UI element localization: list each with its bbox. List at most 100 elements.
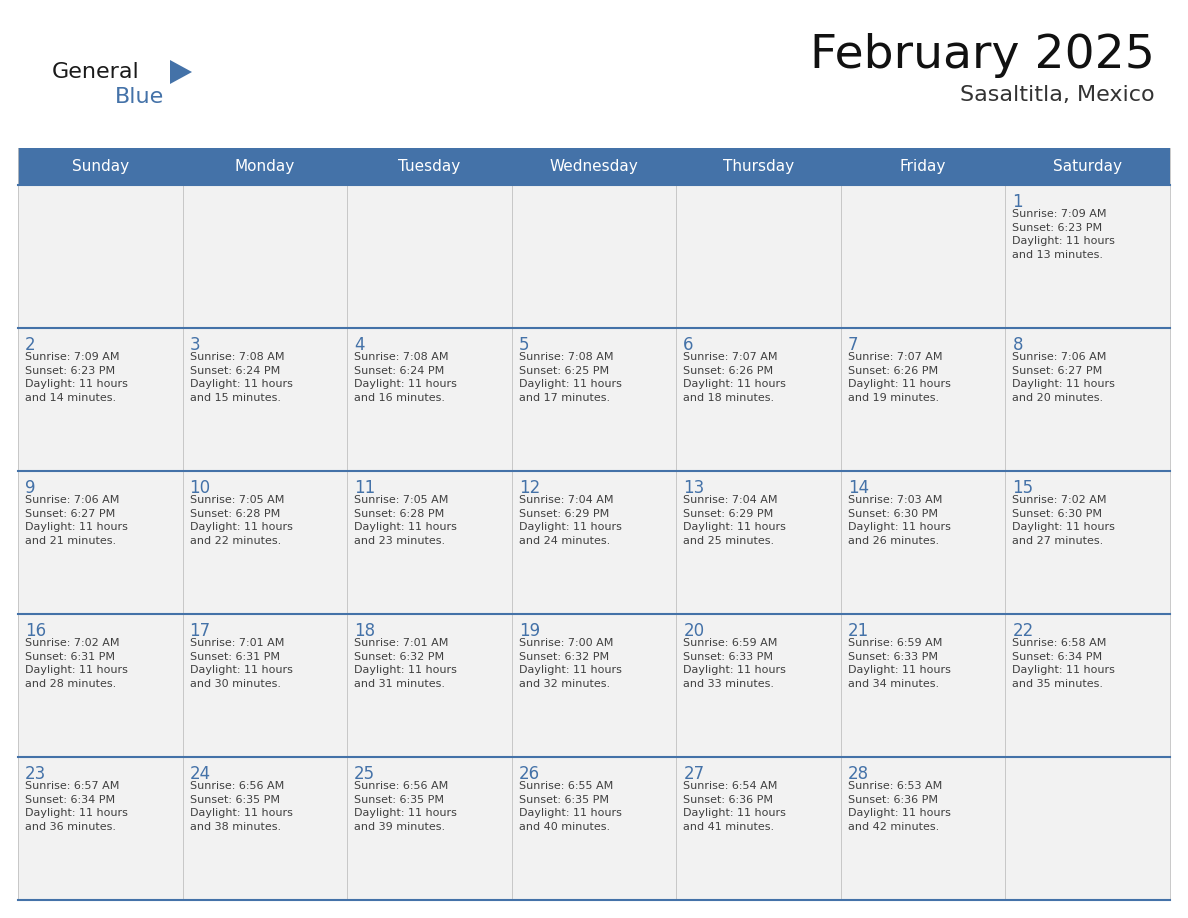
Bar [347,185,512,328]
Text: Sunrise: 6:58 AM
Sunset: 6:34 PM
Daylight: 11 hours
and 35 minutes.: Sunrise: 6:58 AM Sunset: 6:34 PM Dayligh… [1012,638,1116,688]
Text: Sunrise: 7:01 AM
Sunset: 6:32 PM
Daylight: 11 hours
and 31 minutes.: Sunrise: 7:01 AM Sunset: 6:32 PM Dayligh… [354,638,457,688]
Text: Sunday: Sunday [71,159,128,174]
Text: 16: 16 [25,622,46,640]
Text: 1: 1 [1012,193,1023,211]
Text: 2: 2 [25,336,36,354]
Text: Sunrise: 7:04 AM
Sunset: 6:29 PM
Daylight: 11 hours
and 24 minutes.: Sunrise: 7:04 AM Sunset: 6:29 PM Dayligh… [519,495,621,546]
Bar [183,328,347,471]
Bar [676,185,841,328]
Text: Thursday: Thursday [723,159,794,174]
Bar [1005,757,1170,900]
Bar [347,471,512,614]
Text: 13: 13 [683,479,704,497]
Text: Sunrise: 7:03 AM
Sunset: 6:30 PM
Daylight: 11 hours
and 26 minutes.: Sunrise: 7:03 AM Sunset: 6:30 PM Dayligh… [848,495,950,546]
Text: Sunrise: 6:54 AM
Sunset: 6:36 PM
Daylight: 11 hours
and 41 minutes.: Sunrise: 6:54 AM Sunset: 6:36 PM Dayligh… [683,781,786,832]
Text: Sunrise: 7:09 AM
Sunset: 6:23 PM
Daylight: 11 hours
and 14 minutes.: Sunrise: 7:09 AM Sunset: 6:23 PM Dayligh… [25,352,128,403]
Text: 22: 22 [1012,622,1034,640]
Text: Sunrise: 7:06 AM
Sunset: 6:27 PM
Daylight: 11 hours
and 21 minutes.: Sunrise: 7:06 AM Sunset: 6:27 PM Dayligh… [25,495,128,546]
Text: 20: 20 [683,622,704,640]
Text: Sunrise: 6:55 AM
Sunset: 6:35 PM
Daylight: 11 hours
and 40 minutes.: Sunrise: 6:55 AM Sunset: 6:35 PM Dayligh… [519,781,621,832]
Text: 4: 4 [354,336,365,354]
Text: Sunrise: 7:00 AM
Sunset: 6:32 PM
Daylight: 11 hours
and 32 minutes.: Sunrise: 7:00 AM Sunset: 6:32 PM Dayligh… [519,638,621,688]
Text: Sunrise: 6:59 AM
Sunset: 6:33 PM
Daylight: 11 hours
and 33 minutes.: Sunrise: 6:59 AM Sunset: 6:33 PM Dayligh… [683,638,786,688]
Text: Saturday: Saturday [1054,159,1123,174]
Bar [18,614,183,757]
Bar [512,471,676,614]
Bar [183,614,347,757]
Bar [1005,185,1170,328]
Text: 8: 8 [1012,336,1023,354]
Text: 27: 27 [683,765,704,783]
Text: 24: 24 [190,765,210,783]
Text: Sunrise: 6:57 AM
Sunset: 6:34 PM
Daylight: 11 hours
and 36 minutes.: Sunrise: 6:57 AM Sunset: 6:34 PM Dayligh… [25,781,128,832]
Text: 17: 17 [190,622,210,640]
Bar [1005,614,1170,757]
Text: 6: 6 [683,336,694,354]
Bar [1005,471,1170,614]
Bar [676,614,841,757]
Text: Sunrise: 7:07 AM
Sunset: 6:26 PM
Daylight: 11 hours
and 19 minutes.: Sunrise: 7:07 AM Sunset: 6:26 PM Dayligh… [848,352,950,403]
Bar [183,757,347,900]
Bar [512,185,676,328]
Text: 19: 19 [519,622,539,640]
Bar [676,757,841,900]
Text: Sunrise: 7:08 AM
Sunset: 6:24 PM
Daylight: 11 hours
and 15 minutes.: Sunrise: 7:08 AM Sunset: 6:24 PM Dayligh… [190,352,292,403]
Text: 10: 10 [190,479,210,497]
Text: 7: 7 [848,336,859,354]
Polygon shape [170,60,192,84]
Text: Tuesday: Tuesday [398,159,461,174]
Bar [512,328,676,471]
Text: Sunrise: 7:01 AM
Sunset: 6:31 PM
Daylight: 11 hours
and 30 minutes.: Sunrise: 7:01 AM Sunset: 6:31 PM Dayligh… [190,638,292,688]
Text: Sunrise: 7:07 AM
Sunset: 6:26 PM
Daylight: 11 hours
and 18 minutes.: Sunrise: 7:07 AM Sunset: 6:26 PM Dayligh… [683,352,786,403]
Bar [841,328,1005,471]
Text: Sunrise: 7:05 AM
Sunset: 6:28 PM
Daylight: 11 hours
and 23 minutes.: Sunrise: 7:05 AM Sunset: 6:28 PM Dayligh… [354,495,457,546]
Text: 18: 18 [354,622,375,640]
Text: February 2025: February 2025 [810,32,1155,77]
Bar [18,328,183,471]
Bar [512,614,676,757]
Bar [347,328,512,471]
Text: Sunrise: 6:56 AM
Sunset: 6:35 PM
Daylight: 11 hours
and 39 minutes.: Sunrise: 6:56 AM Sunset: 6:35 PM Dayligh… [354,781,457,832]
Bar [512,757,676,900]
Text: Sunrise: 7:02 AM
Sunset: 6:31 PM
Daylight: 11 hours
and 28 minutes.: Sunrise: 7:02 AM Sunset: 6:31 PM Dayligh… [25,638,128,688]
Bar [1005,328,1170,471]
Text: 28: 28 [848,765,868,783]
Text: Friday: Friday [901,159,947,174]
Text: Sunrise: 7:06 AM
Sunset: 6:27 PM
Daylight: 11 hours
and 20 minutes.: Sunrise: 7:06 AM Sunset: 6:27 PM Dayligh… [1012,352,1116,403]
Text: Monday: Monday [235,159,295,174]
Bar [18,471,183,614]
Bar [18,148,1170,185]
Text: Sasaltitla, Mexico: Sasaltitla, Mexico [960,85,1155,105]
Bar [183,185,347,328]
Bar [676,328,841,471]
Text: 14: 14 [848,479,868,497]
Text: 5: 5 [519,336,529,354]
Text: Blue: Blue [115,87,164,107]
Text: 9: 9 [25,479,36,497]
Text: 26: 26 [519,765,539,783]
Bar [347,757,512,900]
Text: Sunrise: 7:05 AM
Sunset: 6:28 PM
Daylight: 11 hours
and 22 minutes.: Sunrise: 7:05 AM Sunset: 6:28 PM Dayligh… [190,495,292,546]
Bar [676,471,841,614]
Bar [841,471,1005,614]
Text: Sunrise: 7:04 AM
Sunset: 6:29 PM
Daylight: 11 hours
and 25 minutes.: Sunrise: 7:04 AM Sunset: 6:29 PM Dayligh… [683,495,786,546]
Text: Sunrise: 7:09 AM
Sunset: 6:23 PM
Daylight: 11 hours
and 13 minutes.: Sunrise: 7:09 AM Sunset: 6:23 PM Dayligh… [1012,209,1116,260]
Text: Sunrise: 7:02 AM
Sunset: 6:30 PM
Daylight: 11 hours
and 27 minutes.: Sunrise: 7:02 AM Sunset: 6:30 PM Dayligh… [1012,495,1116,546]
Text: 3: 3 [190,336,201,354]
Bar [347,614,512,757]
Text: Sunrise: 6:53 AM
Sunset: 6:36 PM
Daylight: 11 hours
and 42 minutes.: Sunrise: 6:53 AM Sunset: 6:36 PM Dayligh… [848,781,950,832]
Bar [18,185,183,328]
Text: Sunrise: 7:08 AM
Sunset: 6:25 PM
Daylight: 11 hours
and 17 minutes.: Sunrise: 7:08 AM Sunset: 6:25 PM Dayligh… [519,352,621,403]
Text: 25: 25 [354,765,375,783]
Bar [841,185,1005,328]
Text: 23: 23 [25,765,46,783]
Text: 21: 21 [848,622,870,640]
Text: 11: 11 [354,479,375,497]
Text: 12: 12 [519,479,541,497]
Text: 15: 15 [1012,479,1034,497]
Text: Wednesday: Wednesday [550,159,638,174]
Bar [841,614,1005,757]
Bar [183,471,347,614]
Text: Sunrise: 6:56 AM
Sunset: 6:35 PM
Daylight: 11 hours
and 38 minutes.: Sunrise: 6:56 AM Sunset: 6:35 PM Dayligh… [190,781,292,832]
Text: Sunrise: 6:59 AM
Sunset: 6:33 PM
Daylight: 11 hours
and 34 minutes.: Sunrise: 6:59 AM Sunset: 6:33 PM Dayligh… [848,638,950,688]
